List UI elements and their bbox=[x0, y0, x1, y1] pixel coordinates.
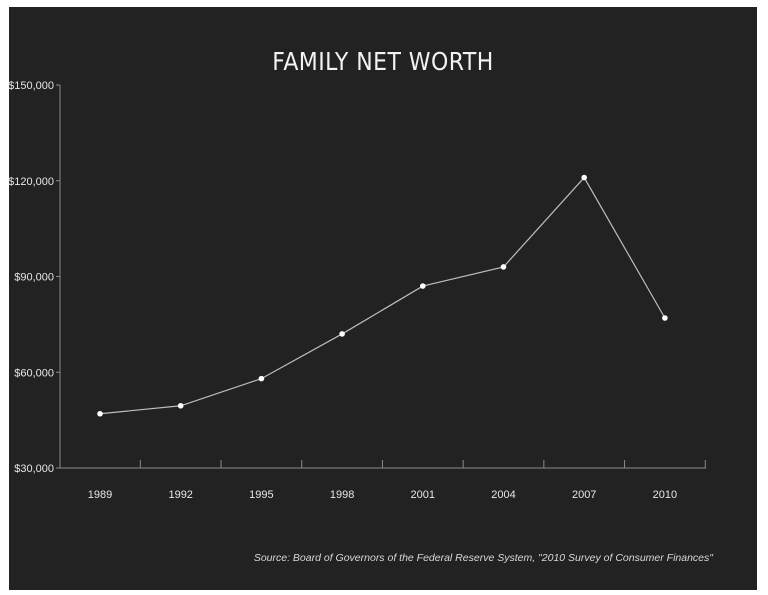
data-point bbox=[420, 283, 426, 289]
y-tick-label: $90,000 bbox=[14, 272, 54, 284]
data-point bbox=[662, 315, 668, 321]
data-point bbox=[500, 264, 507, 270]
y-tick-label: $120,000 bbox=[9, 176, 54, 188]
series-line bbox=[99, 176, 666, 415]
y-axis-ticks: $30,000 $60,000 $90,000 $120,000 $150,000 bbox=[9, 80, 60, 475]
x-tick-label: 2004 bbox=[491, 489, 515, 501]
y-tick-label: $60,000 bbox=[14, 367, 54, 379]
chart-title: FAMILY NET WORTH bbox=[272, 47, 494, 76]
data-point bbox=[581, 174, 587, 181]
data-point bbox=[97, 410, 103, 417]
x-tick-label: 1998 bbox=[330, 489, 354, 501]
x-tick-label: 2010 bbox=[653, 489, 677, 501]
line-chart: $30,000 $60,000 $90,000 $120,000 $150,000 19… bbox=[9, 80, 706, 501]
x-tick-label: 2007 bbox=[572, 489, 596, 501]
x-axis-ticks: 1989 1992 1995 1998 2001 2004 2007 2010 bbox=[88, 460, 706, 501]
series-group bbox=[97, 174, 668, 417]
data-point bbox=[339, 331, 345, 337]
y-tick-label: $150,000 bbox=[9, 80, 54, 92]
data-point bbox=[177, 402, 184, 409]
x-tick-label: 2001 bbox=[411, 489, 435, 501]
x-tick-label: 1989 bbox=[88, 489, 112, 501]
chart-frame: FAMILY NET WORTH $30,000 $60,000 $90,000 $1… bbox=[9, 7, 757, 590]
data-point bbox=[258, 375, 265, 382]
source-note: Source: Board of Governors of the Federa… bbox=[253, 552, 713, 564]
x-tick-label: 1995 bbox=[249, 489, 273, 501]
axes bbox=[59, 85, 706, 469]
x-tick-label: 1992 bbox=[168, 489, 192, 501]
y-tick-label: $30,000 bbox=[14, 463, 54, 475]
